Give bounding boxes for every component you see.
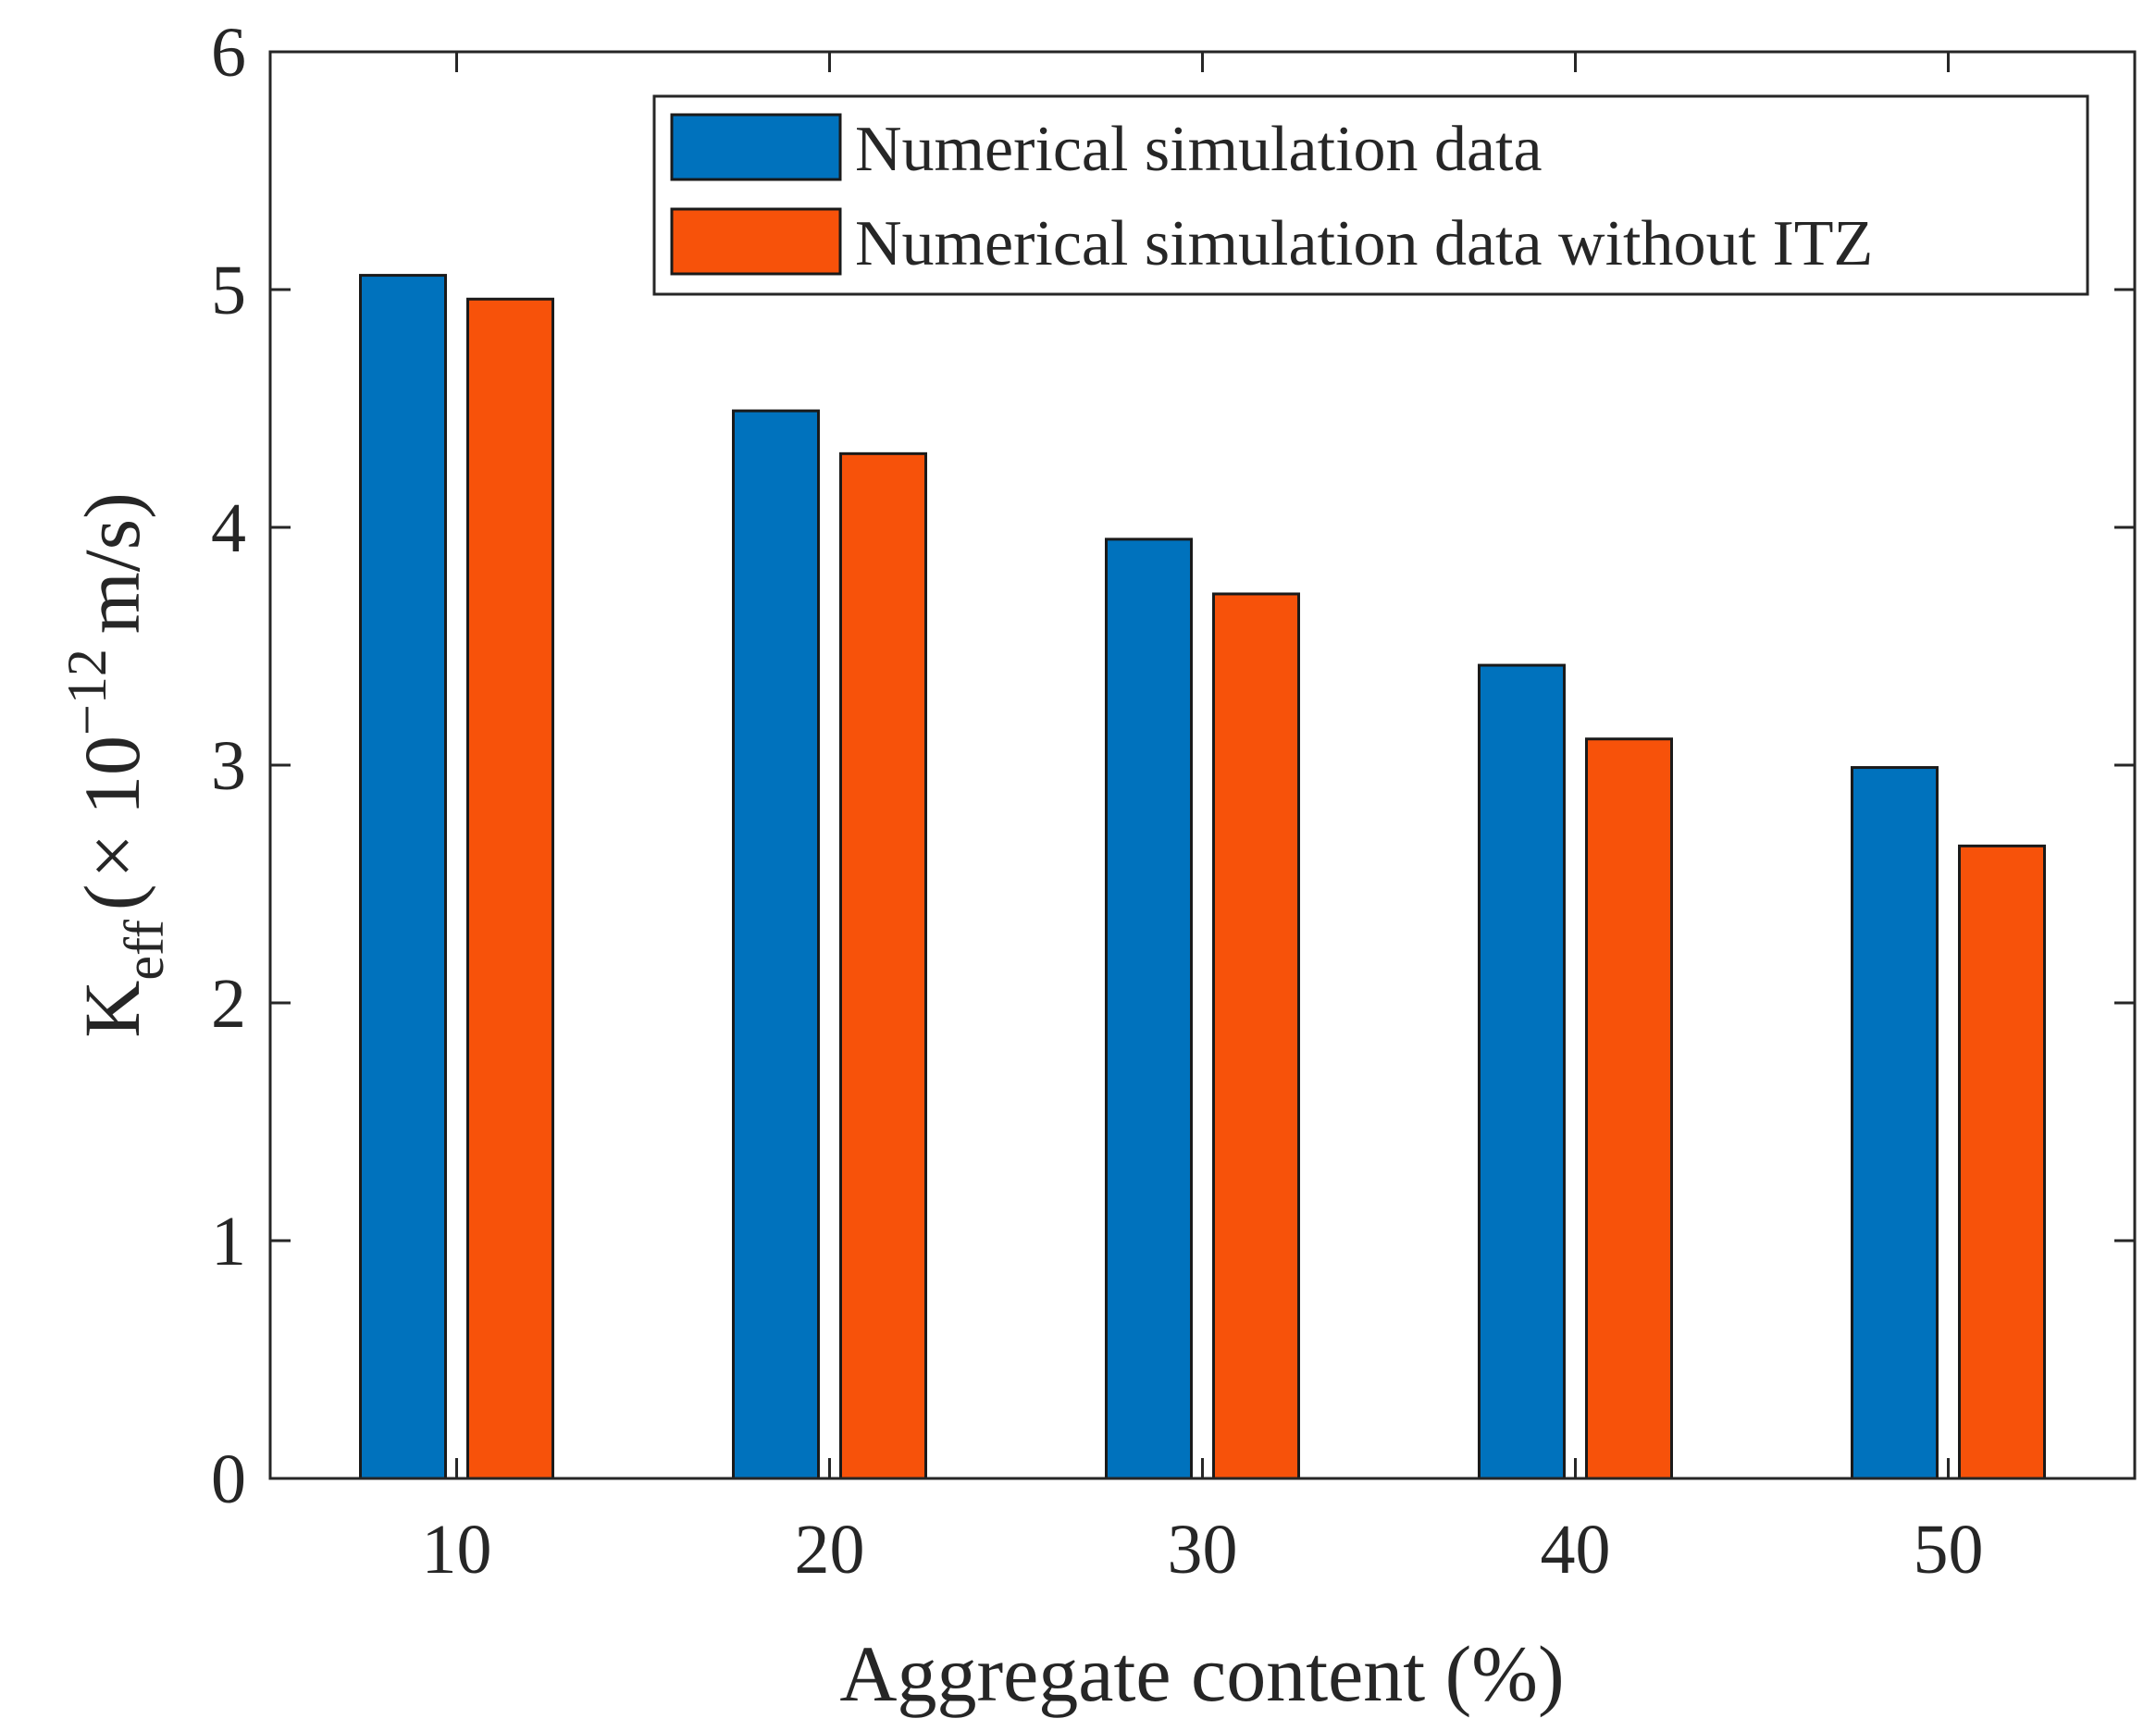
- bar-without-itz-30: [1212, 592, 1300, 1480]
- bar-without-itz-10: [466, 297, 554, 1480]
- y-axis-base: 10: [68, 736, 156, 815]
- xtick-label-30: 30: [1168, 1511, 1238, 1589]
- y-axis-title: Keff ( × 10−12 m/s): [56, 492, 175, 1038]
- bar-with-itz-50: [1851, 766, 1939, 1480]
- bar-with-itz-40: [1478, 663, 1566, 1480]
- bar-with-itz-30: [1105, 538, 1193, 1480]
- bar-without-itz-50: [1958, 844, 2046, 1480]
- legend-frame: [652, 94, 2089, 296]
- ytick-label-4: 4: [211, 489, 246, 567]
- plot-area-frame: [268, 50, 2137, 1480]
- xtick-label-40: 40: [1541, 1511, 1611, 1589]
- bar-without-itz-40: [1585, 737, 1673, 1480]
- bar-with-itz-20: [732, 409, 820, 1480]
- bar-with-itz-10: [359, 274, 447, 1480]
- y-axis-times: ×: [68, 834, 156, 879]
- y-axis-subscript: eff: [114, 920, 175, 981]
- xtick-label-10: 10: [422, 1511, 492, 1589]
- x-axis-title: Aggregate content (%): [839, 1629, 1564, 1718]
- y-axis-paren-open: (: [68, 884, 156, 911]
- y-axis-symbol: K: [68, 981, 156, 1038]
- legend-swatch-without-itz: [670, 207, 842, 276]
- legend-label-numerical-simulation: Numerical simulation data: [855, 114, 1543, 185]
- xtick-label-20: 20: [795, 1511, 865, 1589]
- y-axis-exponent: −12: [56, 649, 118, 736]
- y-axis-title-text: Keff ( × 10−12 m/s): [56, 492, 175, 1038]
- x-tick-labels: 10 20 30 40 50: [422, 1511, 1984, 1589]
- legend: Numerical simulation data Numerical simu…: [652, 94, 2089, 296]
- legend-label-without-itz: Numerical simulation data without ITZ: [855, 208, 1873, 279]
- bars-layer: [359, 274, 2046, 1480]
- ytick-label-6: 6: [211, 14, 246, 92]
- y-tick-labels: 0 1 2 3 4 5 6: [211, 14, 246, 1518]
- y-axis-unit: m/s): [68, 492, 156, 634]
- ytick-label-1: 1: [211, 1203, 246, 1280]
- ytick-label-3: 3: [211, 727, 246, 805]
- ytick-label-0: 0: [211, 1440, 246, 1518]
- legend-swatch-numerical-simulation: [670, 113, 842, 181]
- ytick-label-5: 5: [211, 252, 246, 329]
- ytick-label-2: 2: [211, 965, 246, 1043]
- bar-without-itz-20: [839, 451, 927, 1480]
- xtick-label-50: 50: [1914, 1511, 1984, 1589]
